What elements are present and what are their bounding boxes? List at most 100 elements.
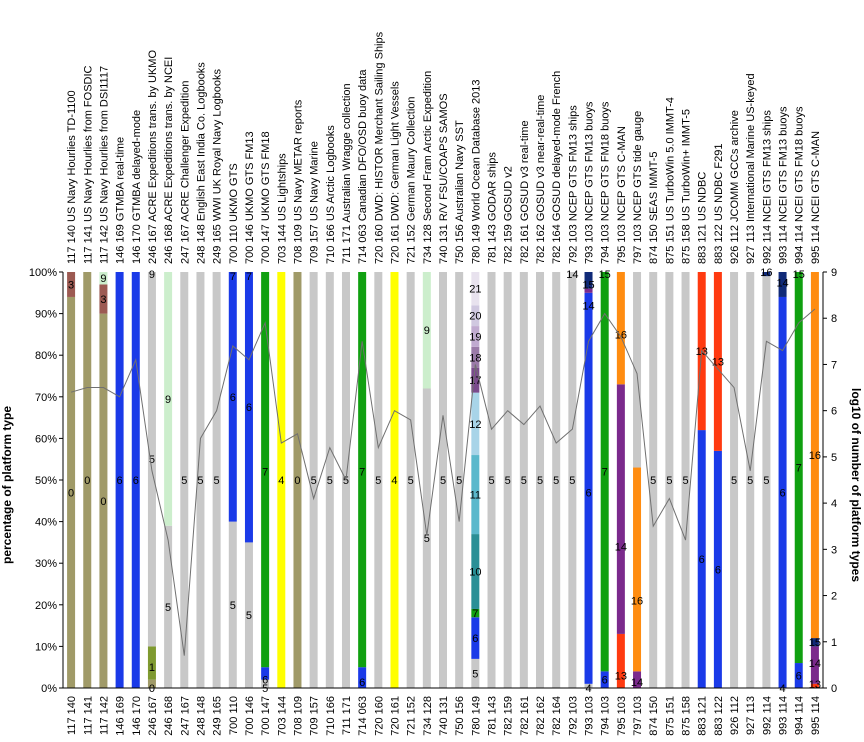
segment-label: 6 — [359, 677, 365, 689]
y-tick-label-right: 5 — [831, 452, 837, 464]
segment-label: 5 — [408, 475, 414, 487]
segment-label: 14 — [615, 542, 627, 554]
top-category-label: 117 142 US Navy Hourlies from DSI1117 — [98, 66, 110, 264]
bar-segment — [147, 679, 156, 688]
segment-label: 5 — [731, 475, 737, 487]
bar-segment — [471, 305, 480, 327]
axes: 0%10%20%30%40%50%60%70%80%90%100%0123456… — [29, 267, 837, 695]
bar-segment — [115, 272, 124, 688]
bottom-category-label: 117 142 — [98, 696, 110, 735]
bar-segment — [261, 272, 270, 668]
bottom-category-label: 720 161 — [389, 696, 401, 736]
bar-segment — [633, 272, 642, 468]
bar-segment — [519, 272, 528, 688]
segment-label: 21 — [469, 284, 481, 296]
top-category-label: 247 167 ACRE Challenger Expedition — [179, 81, 191, 264]
segment-label: 14 — [809, 658, 821, 670]
segment-label: 16 — [631, 596, 643, 608]
segment-label: 9 — [100, 273, 106, 285]
top-category-label: 700 146 UKMO GTS FM13 — [244, 131, 256, 264]
top-category-label: 992 114 NCEI GTS FM13 ships — [761, 110, 773, 264]
bar-segment — [228, 272, 237, 522]
top-category-label: 926 112 JCOMM GCCs archive — [729, 110, 741, 264]
segment-label: 5 — [521, 475, 527, 487]
bottom-category-label: 709 157 — [309, 696, 321, 736]
bar-segment — [293, 272, 302, 688]
bar-segment — [422, 272, 431, 389]
bar-segment — [600, 671, 609, 688]
bar-segment — [536, 272, 545, 688]
y-tick-label-right: 1 — [831, 637, 837, 649]
bottom-category-label: 780 149 — [470, 696, 482, 736]
bar-segment — [147, 646, 156, 680]
segment-label: 1 — [149, 662, 155, 674]
segment-label: 6 — [117, 475, 123, 487]
segment-label: 5 — [440, 475, 446, 487]
y-tick-label-left: 100% — [29, 267, 57, 279]
segment-label: 5 — [537, 475, 543, 487]
bottom-category-label: 782 162 — [535, 696, 547, 736]
segment-label: 5 — [149, 454, 155, 466]
top-category-label: 117 140 US Navy Hourlies TD-1100 — [66, 90, 78, 264]
bar-segment — [196, 272, 205, 688]
bar-segment — [762, 276, 771, 688]
segment-label: 20 — [469, 311, 481, 323]
y-tick-label-left: 0% — [41, 683, 57, 695]
top-category-label: 703 144 US Lightships — [276, 153, 288, 264]
top-category-label: 782 161 GOSUD v3 real-time — [519, 120, 531, 264]
bar-segment — [471, 346, 480, 368]
bar-segment — [455, 272, 464, 688]
segment-label: 16 — [760, 267, 772, 279]
top-category-label: 721 152 German Maury Collection — [406, 96, 418, 264]
segment-label: 6 — [602, 675, 608, 687]
y-tick-label-left: 30% — [35, 558, 57, 570]
segment-label: 5 — [553, 475, 559, 487]
bar-segment — [439, 272, 447, 688]
top-category-label: 146 170 GTMBA delayed-mode — [131, 110, 143, 264]
segment-label: 5 — [505, 475, 511, 487]
bar-segment — [794, 272, 803, 664]
bar-segment — [164, 272, 173, 526]
y-tick-label-left: 40% — [35, 517, 57, 529]
bar-series — [67, 272, 819, 688]
bottom-category-label: 782 164 — [551, 696, 563, 736]
bottom-category-label: 249 165 — [212, 696, 224, 736]
segment-label: 4 — [391, 475, 397, 487]
segment-label: 5 — [181, 475, 187, 487]
top-category-label: 720 160 DWD: HISTOR Merchant Sailing Shi… — [373, 31, 385, 264]
bottom-category-label: 995 114 — [810, 696, 822, 735]
segment-label: 5 — [488, 475, 494, 487]
bar-segment — [552, 272, 561, 688]
segment-label: 6 — [780, 487, 786, 499]
top-category-label: 994 114 NCEI GTS FM18 buoys — [794, 106, 806, 264]
segment-label: 16 — [809, 450, 821, 462]
bottom-category-label: 734 128 — [422, 696, 434, 736]
bottom-category-label: 700 110 — [228, 696, 240, 735]
bar-segment — [471, 455, 480, 535]
segment-label: 6 — [699, 554, 705, 566]
bar-segment — [487, 272, 496, 688]
bottom-category-label: 992 114 — [761, 696, 773, 735]
top-category-label: 246 168 ACRE Expeditions trans. by NCEI — [163, 57, 175, 264]
y-tick-label-right: 9 — [831, 267, 837, 279]
bar-segment — [794, 663, 803, 688]
top-category-label: 875 151 US TurboWin 5.0 IMMT-4 — [664, 97, 676, 264]
bar-segment — [665, 272, 674, 688]
segment-label: 9 — [149, 269, 155, 281]
y-tick-label-left: 60% — [35, 433, 57, 445]
y-tick-label-left: 80% — [35, 350, 57, 362]
y-tick-label-right: 8 — [831, 313, 837, 325]
top-category-label: 750 156 Australian Navy SST — [454, 120, 466, 264]
bar-segment — [471, 617, 480, 659]
bottom-category-label: 700 146 — [244, 696, 256, 736]
bar-segment — [616, 384, 625, 634]
bar-segment — [212, 272, 221, 688]
top-category-label: 249 165 WWI UK Royal Navy Logbooks — [212, 68, 224, 264]
bar-segment — [164, 525, 173, 688]
bar-segment — [131, 272, 140, 688]
bar-segment — [99, 284, 108, 314]
segment-label: 12 — [469, 419, 481, 431]
bar-segment — [616, 633, 625, 688]
top-category-label: 734 128 Second Fram Arctic Expedition — [422, 71, 434, 264]
bar-segment — [228, 521, 237, 688]
